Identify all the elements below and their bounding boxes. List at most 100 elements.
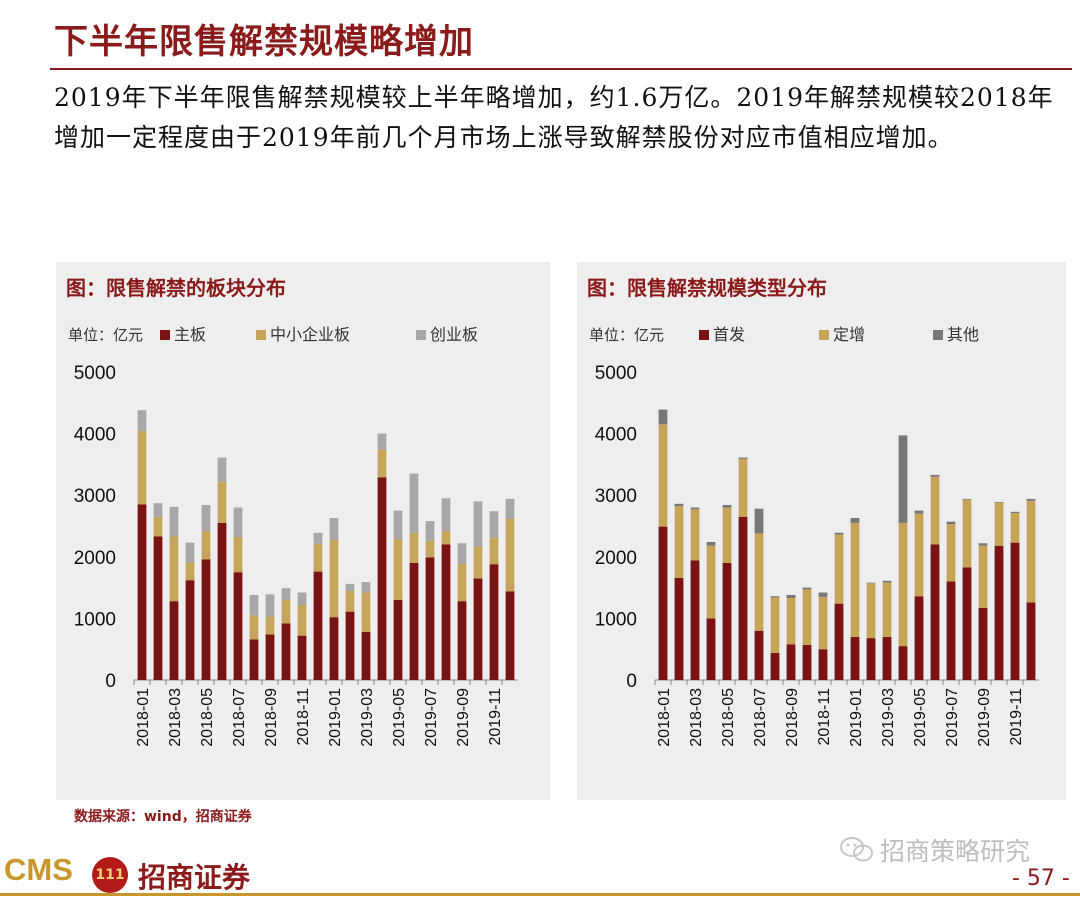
bar-segment	[882, 582, 892, 637]
brand-logo-icon: 111	[92, 857, 128, 893]
y-tick-label: 2000	[595, 548, 637, 569]
bar-segment	[377, 477, 387, 680]
bar-segment	[249, 639, 259, 680]
bar-segment	[946, 521, 956, 525]
bar-segment	[994, 501, 1004, 503]
x-tick-label: 2019-03	[359, 688, 376, 747]
bar-segment	[313, 571, 323, 680]
x-tick-label: 2018-05	[199, 688, 216, 747]
bar-segment	[738, 458, 748, 517]
bar-segment	[658, 424, 668, 527]
bar-segment	[930, 474, 940, 477]
legend-swatch	[699, 330, 709, 340]
bar-segment	[738, 457, 748, 459]
bar-segment	[706, 542, 716, 546]
bar-segment	[441, 544, 451, 680]
bar-segment	[1010, 513, 1020, 543]
bar-segment	[201, 559, 211, 680]
x-tick-label: 2019-09	[455, 688, 472, 747]
x-tick-label: 2019-03	[880, 688, 897, 747]
bar-segment	[770, 652, 780, 680]
x-tick-label: 2019-07	[944, 688, 961, 747]
bar-segment	[489, 511, 499, 539]
bar-segment	[249, 615, 259, 640]
bar-segment	[978, 607, 988, 680]
bar-segment	[850, 522, 860, 637]
bar-segment	[345, 611, 355, 680]
page-title: 下半年限售解禁规模略增加	[54, 22, 474, 62]
bar-segment	[802, 644, 812, 680]
bar-segment	[946, 524, 956, 582]
bar-segment	[930, 544, 940, 680]
bar-segment	[674, 506, 684, 578]
bar-segment	[217, 457, 227, 483]
page-number: - 57 -	[1012, 866, 1070, 891]
bar-segment	[281, 588, 291, 600]
bar-segment	[137, 410, 147, 432]
bar-segment	[265, 634, 275, 680]
sector-chart: 单位：亿元 主板 中小企业板 创业板 0 1000 2000 3000 4000 5000 2018…	[68, 325, 518, 747]
x-tick-label: 2019-01	[327, 688, 344, 747]
bar-segment	[233, 537, 243, 573]
y-tick-label: 3000	[74, 486, 116, 507]
bar-segment	[441, 531, 451, 545]
bar-segment	[802, 587, 812, 590]
bar-segment	[914, 596, 924, 680]
y-tick-label: 1000	[74, 609, 116, 630]
bar-segment	[706, 545, 716, 619]
x-tick-label: 2019-05	[912, 688, 929, 747]
bar-segment	[313, 532, 323, 544]
wechat-account: 招商策略研究	[880, 837, 1031, 866]
bar-segment	[866, 583, 876, 639]
bar-segment	[345, 590, 355, 612]
legend-swatch	[933, 330, 943, 340]
bar-segment	[1010, 542, 1020, 680]
bar-segment	[473, 546, 483, 579]
bar-segment	[914, 513, 924, 597]
x-tick-label: 2018-01	[656, 688, 673, 747]
x-tick-label: 2019-11	[487, 688, 504, 746]
bar-segment	[297, 635, 307, 680]
x-tick-label: 2019-01	[848, 688, 865, 747]
x-tick-label: 2018-01	[135, 688, 152, 747]
wechat-icon	[840, 837, 873, 862]
bar-segment	[1010, 511, 1020, 514]
bar-segment	[153, 536, 163, 680]
legend-label: 首发	[713, 325, 745, 344]
bar-segment	[473, 578, 483, 680]
y-tick-label: 3000	[595, 486, 637, 507]
y-tick-label: 2000	[74, 548, 116, 569]
bar-segment	[834, 603, 844, 680]
y-tick-label: 5000	[74, 363, 116, 384]
bar-segment	[377, 449, 387, 478]
x-tick-label: 2018-05	[720, 688, 737, 747]
bar-segment	[153, 503, 163, 517]
x-tick-label: 2019-11	[1008, 688, 1025, 746]
bar-segment	[281, 623, 291, 680]
bar-segment	[834, 532, 844, 535]
bar-segment	[994, 545, 1004, 680]
chart-title: 图：限售解禁规模类型分布	[587, 276, 827, 300]
bar-segment	[425, 557, 435, 680]
bar-segment	[978, 543, 988, 546]
bar-segment	[722, 505, 732, 508]
title-underline	[50, 68, 1072, 70]
company-name: 招商证券	[138, 861, 251, 894]
bar-segment	[265, 616, 275, 635]
bar-segment	[265, 594, 275, 617]
bar-segment	[457, 601, 467, 680]
bar-segment	[217, 522, 227, 680]
x-tick-label: 2018-11	[816, 688, 833, 746]
bar-segment	[329, 517, 339, 541]
bar-segment	[946, 581, 956, 680]
data-source: 数据来源：wind，招商证券	[74, 809, 252, 825]
x-tick-label: 2018-09	[263, 688, 280, 747]
bar-segment	[297, 592, 307, 605]
bar-segment	[818, 649, 828, 680]
bar-segment	[233, 507, 243, 538]
bar-segment	[930, 476, 940, 545]
bar-segment	[962, 567, 972, 680]
bar-segment	[329, 540, 339, 618]
bar-segment	[505, 518, 515, 592]
bar-segment	[786, 644, 796, 680]
